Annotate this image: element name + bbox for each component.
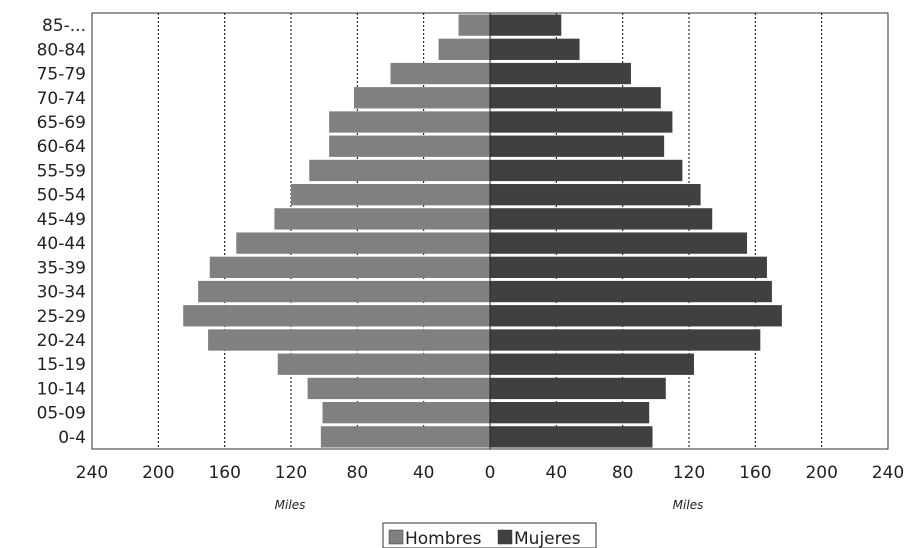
x-unit-label-right: Miles <box>673 498 704 512</box>
age-group-label: 40-44 <box>37 234 86 254</box>
bar-hombres <box>209 256 490 278</box>
bar-mujeres <box>490 426 653 448</box>
age-group-label: 15-19 <box>37 355 86 375</box>
age-group-label: 75-79 <box>37 65 86 85</box>
age-group-label: 80-84 <box>37 40 86 60</box>
bar-hombres <box>458 14 490 36</box>
bar-hombres <box>320 426 490 448</box>
bar-mujeres <box>490 280 772 303</box>
bar-mujeres <box>490 256 767 278</box>
legend-label-hombres: Hombres <box>405 529 482 548</box>
age-group-label: 25-29 <box>37 307 86 327</box>
bar-hombres <box>322 402 490 424</box>
x-tick-label: 120 <box>673 463 705 483</box>
bar-hombres <box>291 184 490 206</box>
bar-mujeres <box>490 329 761 351</box>
bar-mujeres <box>490 353 694 375</box>
bar-mujeres <box>490 111 673 133</box>
bar-mujeres <box>490 208 713 230</box>
bar-hombres <box>277 353 490 375</box>
x-tick-label: 160 <box>739 463 771 483</box>
age-group-label: 50-54 <box>37 186 86 206</box>
age-group-label: 10-14 <box>37 379 86 399</box>
bar-hombres <box>390 62 490 85</box>
age-group-label: 20-24 <box>37 331 86 351</box>
x-unit-label-left: Miles <box>275 498 306 512</box>
gridlines <box>157 13 823 449</box>
bar-mujeres <box>490 232 748 254</box>
age-group-label: 0-4 <box>58 428 86 448</box>
bar-hombres <box>236 232 490 254</box>
legend-label-mujeres: Mujeres <box>514 529 581 548</box>
x-tick-label: 80 <box>612 463 634 483</box>
age-group-label: 45-49 <box>37 210 86 230</box>
x-tick-label: 0 <box>485 463 496 483</box>
bar-mujeres <box>490 135 665 157</box>
x-tick-label: 80 <box>347 463 369 483</box>
bar-mujeres <box>490 14 562 36</box>
bar-mujeres <box>490 87 661 109</box>
bar-mujeres <box>490 184 701 206</box>
bar-hombres <box>183 305 491 327</box>
bar-mujeres <box>490 159 683 182</box>
x-tick-label: 40 <box>413 463 435 483</box>
bar-hombres <box>198 280 490 303</box>
legend-box <box>382 522 597 548</box>
bar-mujeres <box>490 305 782 327</box>
x-tick-label: 200 <box>805 463 837 483</box>
legend-swatch-hombres <box>388 529 404 545</box>
age-group-labels: 0-4 05-09 10-14 15-19 20-24 25-29 30-34 35-39 40… <box>37 16 86 448</box>
age-group-label: 35-39 <box>37 258 86 278</box>
bar-hombres <box>307 377 490 400</box>
age-group-label: 85-... <box>42 16 86 36</box>
x-tick-label: 160 <box>208 463 240 483</box>
age-group-label: 55-59 <box>37 161 86 181</box>
age-group-label: 70-74 <box>37 89 86 109</box>
bar-hombres <box>329 111 490 133</box>
bar-mujeres <box>490 38 580 60</box>
x-tick-label: 200 <box>142 463 174 483</box>
bar-mujeres <box>490 402 650 424</box>
bar-hombres <box>208 329 491 351</box>
age-group-label: 65-69 <box>37 113 86 133</box>
age-group-label: 05-09 <box>37 404 86 424</box>
bar-mujeres <box>490 62 631 85</box>
age-group-label: 60-64 <box>37 137 86 157</box>
bars <box>183 13 782 449</box>
x-tick-label: 240 <box>76 463 108 483</box>
bar-mujeres <box>490 377 666 400</box>
x-axis-tick-labels: 240 200 160 120 80 40 0 40 80 120 160 200 240 <box>76 463 904 483</box>
x-tick-label: 40 <box>546 463 568 483</box>
bar-hombres <box>329 135 490 157</box>
bar-hombres <box>438 38 490 60</box>
bar-hombres <box>354 87 490 109</box>
x-tick-label: 240 <box>872 463 904 483</box>
x-tick-label: 120 <box>275 463 307 483</box>
legend-swatch-mujeres <box>497 529 513 545</box>
bar-hombres <box>309 159 490 182</box>
age-group-label: 30-34 <box>37 283 86 303</box>
legend: Hombres Mujeres <box>382 522 597 548</box>
bar-hombres <box>274 208 490 230</box>
